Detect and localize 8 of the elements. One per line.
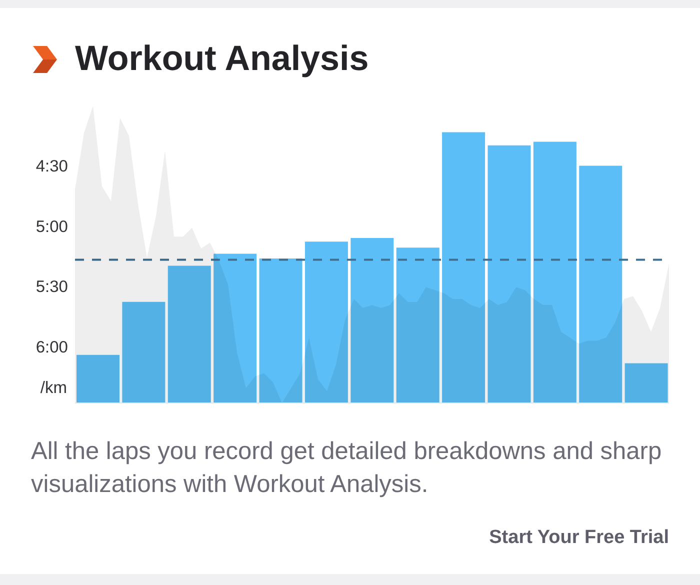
y-axis-title: /km (40, 379, 67, 397)
y-tick-label: 5:30 (36, 278, 68, 296)
y-tick-label: 5:00 (36, 218, 68, 236)
text: All the laps you record get detailed breakdowns and sharp visualizations with Workout Analysis. (31, 438, 662, 498)
text: Start Your Free Trial (489, 527, 669, 548)
y-tick-label: 6:00 (36, 338, 68, 356)
y-tick-label: 4:30 (36, 158, 68, 176)
chart-title: Workout Analysis (75, 39, 369, 78)
